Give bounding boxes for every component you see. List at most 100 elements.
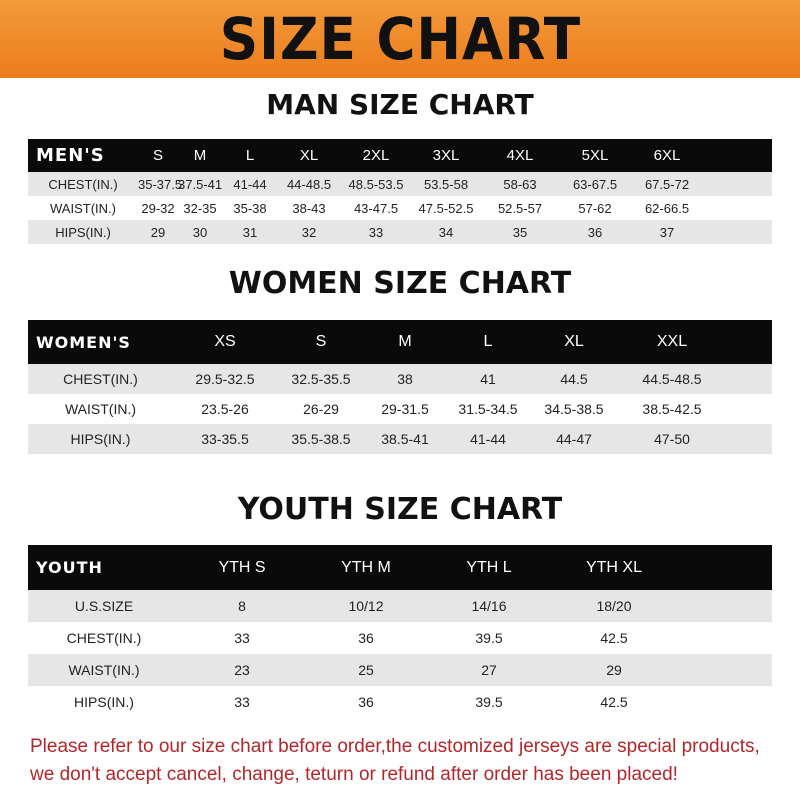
table-row: HIPS(IN.) 29 30 31 32 33 34 35 36 37 (28, 220, 772, 244)
youth-header-row: YOUTH YTH S YTH M YTH L YTH XL (28, 545, 772, 590)
table-cell: 43-47.5 (340, 196, 412, 220)
row-filler (727, 424, 772, 454)
women-size-table: WOMEN'S XS S M L XL XXL CHEST(IN.) 29.5-32.5 32.5… (28, 320, 772, 454)
table-cell: 63-67.5 (560, 172, 630, 196)
table-cell: 33-35.5 (173, 424, 277, 454)
table-cell: 41-44 (445, 424, 531, 454)
youth-size-table: YOUTH YTH S YTH M YTH L YTH XL U.S.SIZE 8 10/12… (28, 545, 772, 718)
row-filler (727, 394, 772, 424)
row-label: HIPS(IN.) (28, 220, 138, 244)
row-filler (678, 622, 772, 654)
men-header-row: MEN'S S M L XL 2XL 3XL 4XL 5XL 6XL (28, 139, 772, 172)
table-cell: 35.5-38.5 (277, 424, 365, 454)
row-label: WAIST(IN.) (28, 394, 173, 424)
table-cell: 42.5 (550, 622, 678, 654)
size-header: YTH M (304, 545, 428, 590)
row-label: WAIST(IN.) (28, 196, 138, 220)
row-label: HIPS(IN.) (28, 424, 173, 454)
table-cell: 35-38 (222, 196, 278, 220)
size-header: 6XL (630, 139, 704, 172)
table-cell: 38-43 (278, 196, 340, 220)
table-cell: 41-44 (222, 172, 278, 196)
table-cell: 26-29 (277, 394, 365, 424)
table-cell: 31.5-34.5 (445, 394, 531, 424)
table-cell: 52.5-57 (480, 196, 560, 220)
table-cell: 44-48.5 (278, 172, 340, 196)
banner: SIZE CHART (0, 0, 800, 78)
table-cell: 14/16 (428, 590, 550, 622)
table-cell: 32.5-35.5 (277, 364, 365, 394)
table-cell: 23.5-26 (173, 394, 277, 424)
table-cell: 39.5 (428, 686, 550, 718)
youth-header-label: YOUTH (28, 545, 180, 590)
header-filler (727, 320, 772, 364)
table-cell: 27 (428, 654, 550, 686)
row-filler (678, 590, 772, 622)
men-section-title: MAN SIZE CHART (266, 88, 534, 121)
table-cell: 29-32 (138, 196, 178, 220)
size-header: 2XL (340, 139, 412, 172)
table-cell: 29 (138, 220, 178, 244)
table-cell: 18/20 (550, 590, 678, 622)
table-cell: 47-50 (617, 424, 727, 454)
table-row: CHEST(IN.) 33 36 39.5 42.5 (28, 622, 772, 654)
row-label: CHEST(IN.) (28, 172, 138, 196)
table-cell: 58-63 (480, 172, 560, 196)
table-row: WAIST(IN.) 29-32 32-35 35-38 38-43 43-47.5 47.… (28, 196, 772, 220)
table-cell: 30 (178, 220, 222, 244)
table-cell: 47.5-52.5 (412, 196, 480, 220)
header-filler (704, 139, 772, 172)
size-header: 5XL (560, 139, 630, 172)
order-notice: Please refer to our size chart before or… (0, 733, 800, 789)
row-label: CHEST(IN.) (28, 364, 173, 394)
table-cell: 44.5 (531, 364, 617, 394)
size-header: XS (173, 320, 277, 364)
youth-section-title: YOUTH SIZE CHART (237, 492, 563, 527)
women-section-title: WOMEN SIZE CHART (228, 266, 572, 301)
row-filler (704, 196, 772, 220)
table-cell: 29.5-32.5 (173, 364, 277, 394)
size-header: S (138, 139, 178, 172)
size-header: YTH S (180, 545, 304, 590)
size-header: M (178, 139, 222, 172)
size-header: XL (531, 320, 617, 364)
table-cell: 37.5-41 (178, 172, 222, 196)
table-row: CHEST(IN.) 35-37.5 37.5-41 41-44 44-48.5 48.5… (28, 172, 772, 196)
row-filler (704, 220, 772, 244)
size-header: YTH L (428, 545, 550, 590)
table-cell: 53.5-58 (412, 172, 480, 196)
table-cell: 38.5-41 (365, 424, 445, 454)
table-cell: 41 (445, 364, 531, 394)
size-header: L (445, 320, 531, 364)
table-cell: 39.5 (428, 622, 550, 654)
men-header-label: MEN'S (28, 139, 138, 172)
men-size-table: MEN'S S M L XL 2XL 3XL 4XL 5XL 6XL CHEST(IN.) 35-37… (28, 139, 772, 244)
row-label: WAIST(IN.) (28, 654, 180, 686)
women-header-row: WOMEN'S XS S M L XL XXL (28, 320, 772, 364)
size-header: L (222, 139, 278, 172)
table-cell: 42.5 (550, 686, 678, 718)
table-cell: 33 (340, 220, 412, 244)
table-row: HIPS(IN.) 33-35.5 35.5-38.5 38.5-41 41-44 44-… (28, 424, 772, 454)
table-cell: 29-31.5 (365, 394, 445, 424)
table-cell: 32 (278, 220, 340, 244)
row-label: HIPS(IN.) (28, 686, 180, 718)
table-cell: 34.5-38.5 (531, 394, 617, 424)
table-cell: 38 (365, 364, 445, 394)
table-cell: 33 (180, 622, 304, 654)
table-row: HIPS(IN.) 33 36 39.5 42.5 (28, 686, 772, 718)
row-label: CHEST(IN.) (28, 622, 180, 654)
notice-line-2: we don't accept cancel, change, teturn o… (30, 764, 678, 785)
notice-line-1: Please refer to our size chart before or… (30, 736, 760, 757)
table-cell: 36 (304, 622, 428, 654)
table-cell: 67.5-72 (630, 172, 704, 196)
table-row: WAIST(IN.) 23.5-26 26-29 29-31.5 31.5-34.5 34… (28, 394, 772, 424)
size-header: 4XL (480, 139, 560, 172)
table-cell: 8 (180, 590, 304, 622)
size-header: 3XL (412, 139, 480, 172)
table-cell: 31 (222, 220, 278, 244)
table-cell: 57-62 (560, 196, 630, 220)
header-filler (678, 545, 772, 590)
table-cell: 37 (630, 220, 704, 244)
row-filler (704, 172, 772, 196)
